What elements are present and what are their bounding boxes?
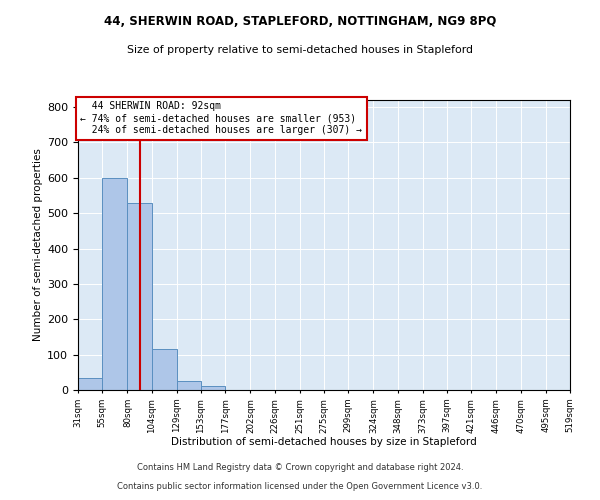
Text: Size of property relative to semi-detached houses in Stapleford: Size of property relative to semi-detach… (127, 45, 473, 55)
Text: Contains public sector information licensed under the Open Government Licence v3: Contains public sector information licen… (118, 482, 482, 491)
Text: Contains HM Land Registry data © Crown copyright and database right 2024.: Contains HM Land Registry data © Crown c… (137, 464, 463, 472)
Bar (78, 378, 102, 390)
X-axis label: Distribution of semi-detached houses by size in Stapleford: Distribution of semi-detached houses by … (171, 436, 477, 446)
Bar (152, 349, 177, 390)
Bar (201, 386, 225, 390)
Text: 44, SHERWIN ROAD, STAPLEFORD, NOTTINGHAM, NG9 8PQ: 44, SHERWIN ROAD, STAPLEFORD, NOTTINGHAM… (104, 15, 496, 28)
Y-axis label: Number of semi-detached properties: Number of semi-detached properties (33, 148, 43, 342)
Text: 44 SHERWIN ROAD: 92sqm
← 74% of semi-detached houses are smaller (953)
  24% of : 44 SHERWIN ROAD: 92sqm ← 74% of semi-det… (80, 102, 362, 134)
Bar (177, 381, 201, 390)
Bar (127, 202, 152, 390)
Bar (102, 178, 127, 390)
